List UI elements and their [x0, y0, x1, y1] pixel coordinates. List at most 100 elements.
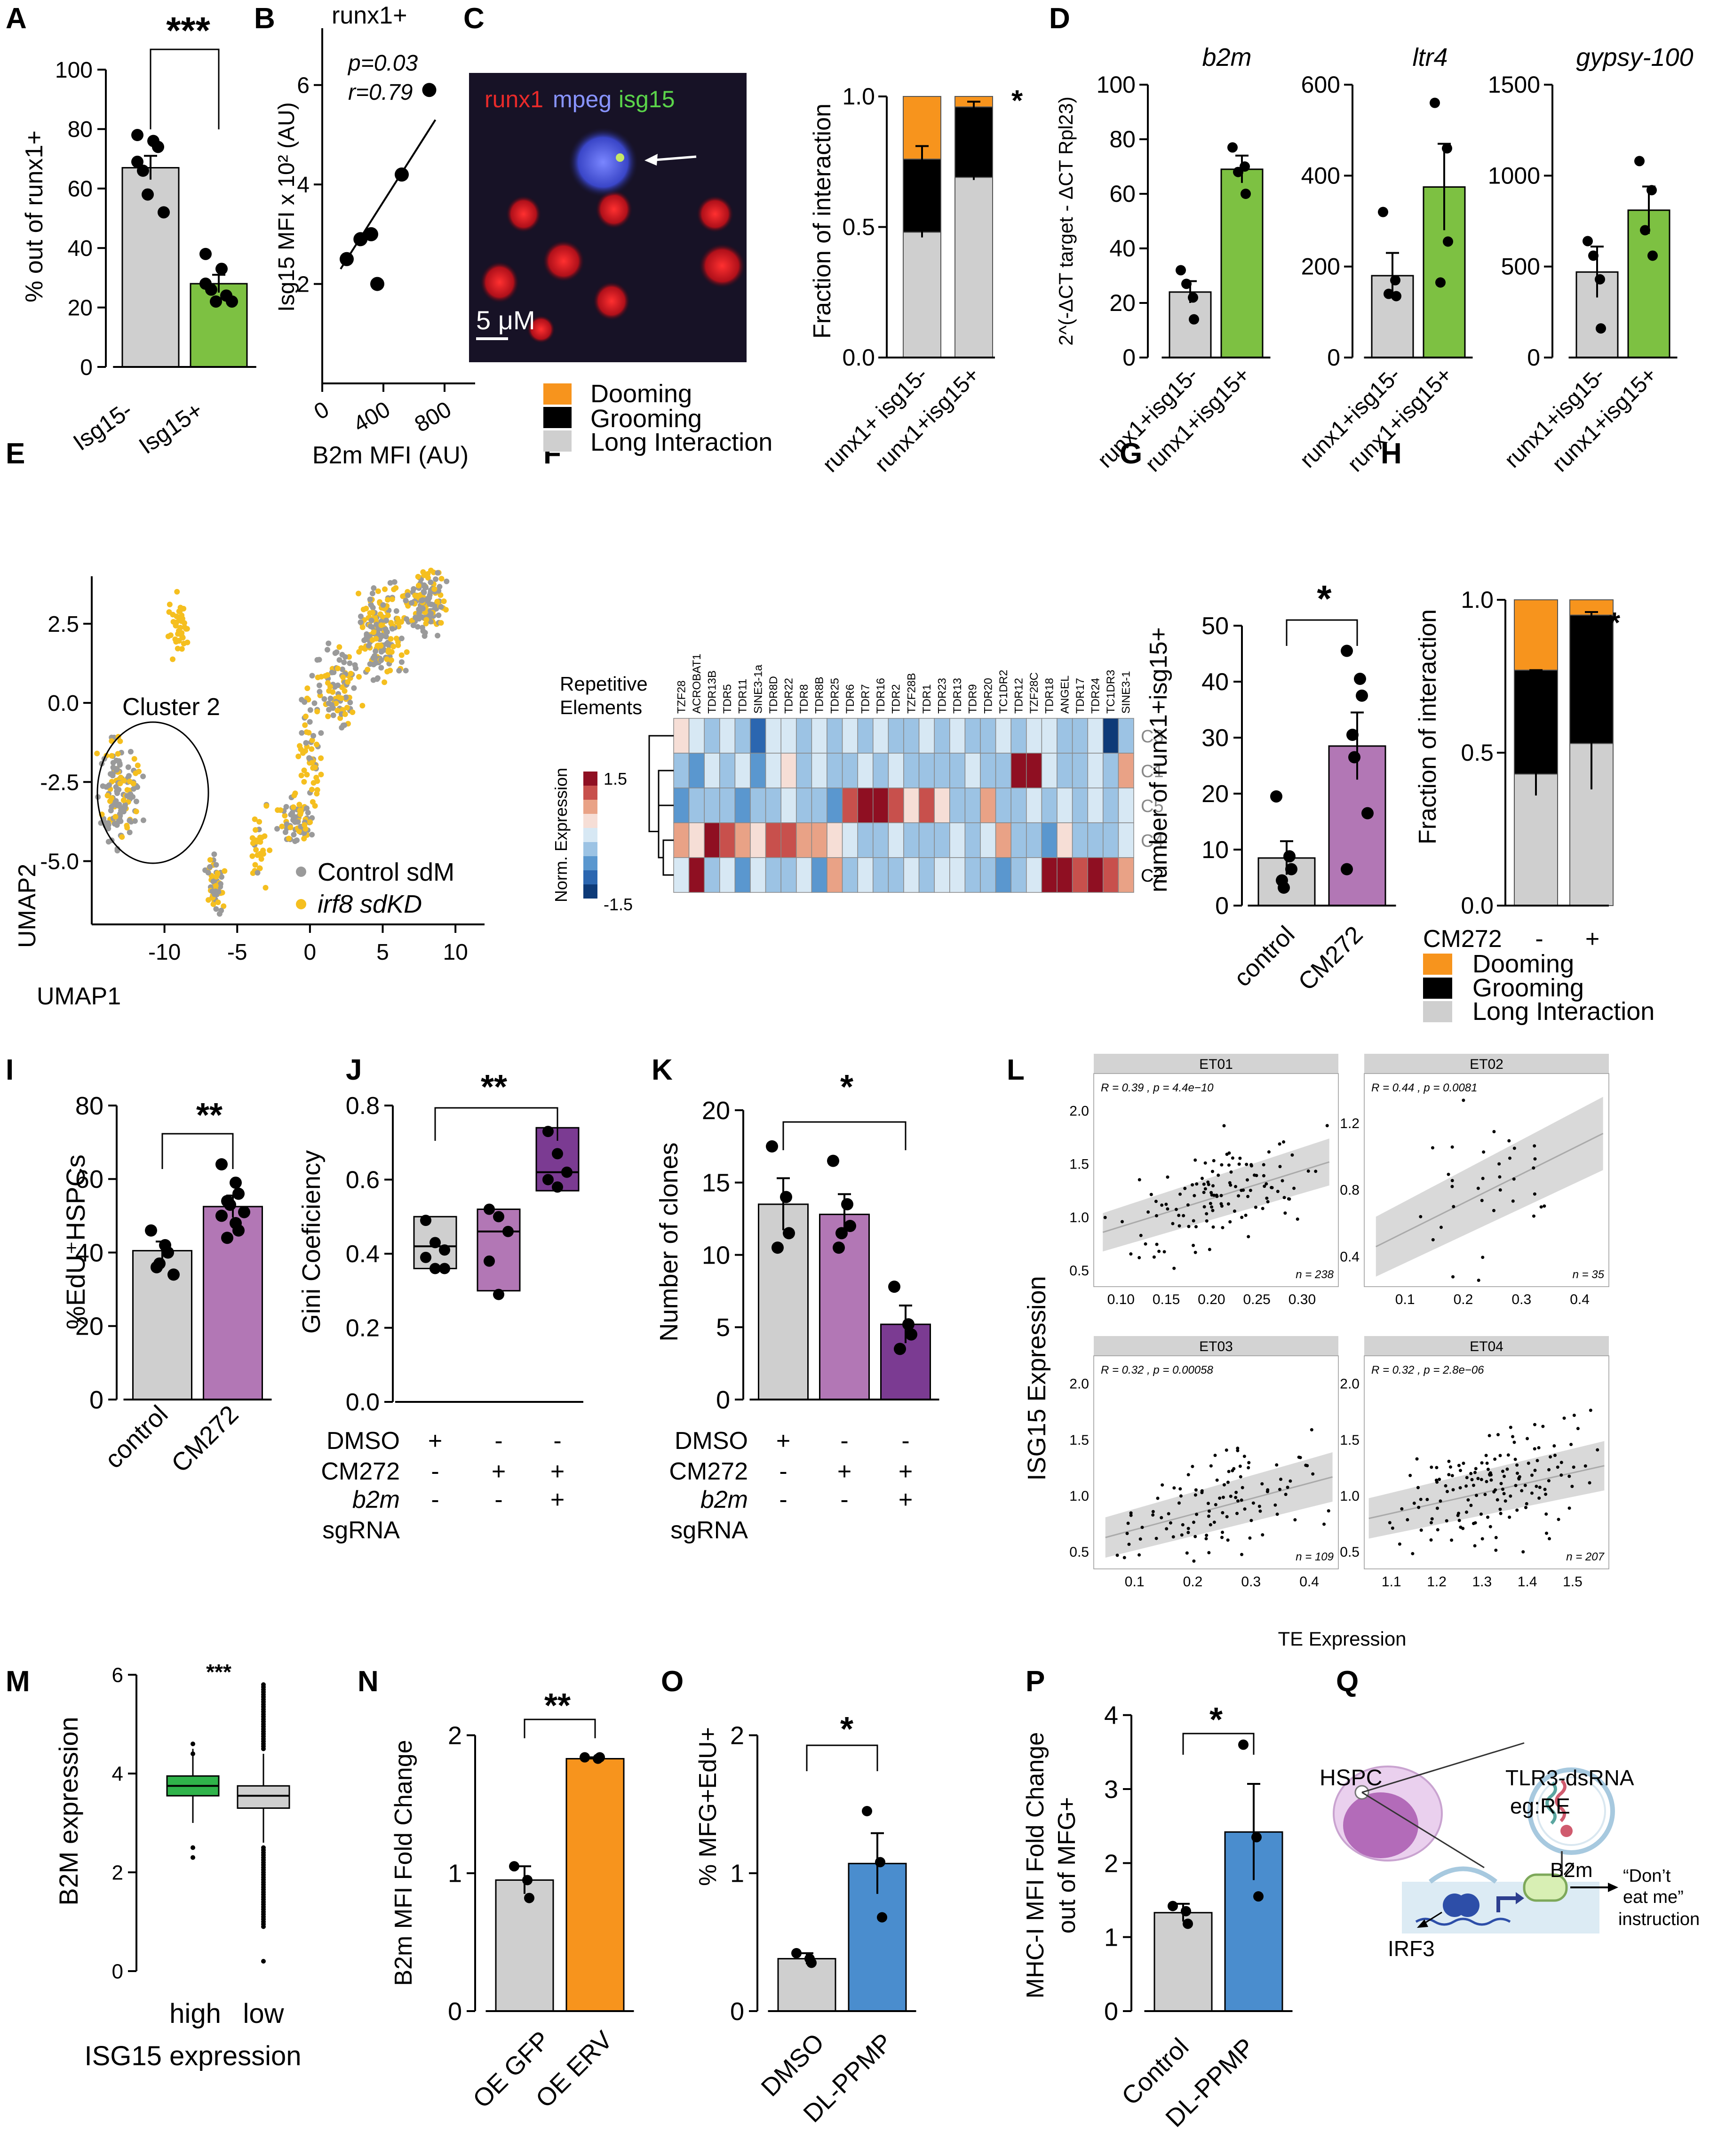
L-data-point [1265, 1490, 1269, 1494]
B-data-point [395, 167, 409, 182]
G-data-point [1361, 807, 1374, 819]
L-data-point [1471, 1483, 1475, 1487]
legend-E: Control sdM irf8 sdKD [296, 858, 454, 918]
K-data-point [844, 1220, 856, 1232]
E-umap-point [303, 740, 309, 746]
E-umap-point [117, 762, 123, 768]
axis-label-y-O: % MFG+EdU+ [694, 1727, 722, 1886]
significance-P: * [1209, 1701, 1223, 1739]
E-umap-point [358, 619, 364, 625]
L-x-tick-label: 0.10 [1107, 1292, 1135, 1307]
L-data-point [1483, 1493, 1487, 1496]
L-data-point [1220, 1535, 1224, 1539]
E-umap-point [108, 808, 114, 814]
significance-J: ** [481, 1068, 507, 1106]
L-data-point [1473, 1544, 1477, 1548]
E-umap-point [262, 833, 268, 839]
K-data-point [827, 1154, 839, 1167]
L-y-tick-label: 1.5 [1069, 1157, 1089, 1172]
J-data-point [439, 1244, 450, 1256]
L-data-point [1283, 1211, 1287, 1215]
I-data-point [230, 1177, 242, 1189]
L-data-point [1398, 1542, 1401, 1546]
K-data-point [833, 1241, 845, 1254]
L-data-point [1103, 1216, 1107, 1219]
E-umap-point [258, 856, 264, 862]
F-column-label: TZF28 [675, 680, 688, 714]
L-data-point [1222, 1483, 1226, 1487]
D-ltr4-data-point [1384, 288, 1394, 299]
F-column-label: TDR20 [982, 678, 994, 714]
F-heatmap-cell [673, 753, 690, 788]
legend-swatch-dooming [543, 383, 572, 405]
E-umap-point [267, 847, 273, 853]
significance-C: * [1011, 85, 1023, 117]
F-column-label: TDR8 [798, 684, 811, 714]
L-data-point [1137, 1553, 1141, 1557]
F-heatmap-cell [980, 788, 996, 823]
D-gypsy-y-tick-label: 1500 [1488, 72, 1540, 98]
F-heatmap-cell [765, 718, 781, 754]
E-umap-point [133, 770, 139, 776]
G-data-point [1285, 863, 1297, 875]
E-umap-point [301, 767, 307, 773]
F-heatmap-cell [964, 822, 981, 858]
category-label-G-1: control [1229, 921, 1300, 992]
L-data-point [1511, 1199, 1515, 1203]
L-facet-strip [1364, 1336, 1609, 1356]
L-data-point [1152, 1255, 1156, 1259]
J-y-tick-label: 0.4 [346, 1241, 380, 1268]
F-heatmap-cell [903, 822, 920, 858]
F-heatmap-cell [857, 753, 874, 788]
L-data-point [1290, 1153, 1294, 1157]
E-umap-point [116, 819, 122, 825]
E-umap-point [115, 751, 121, 757]
D-b2m-y-tick-label: 40 [1109, 235, 1136, 262]
L-data-point [1469, 1504, 1473, 1507]
J-condition-value: - [494, 1427, 502, 1455]
L-data-point [1446, 1489, 1449, 1493]
F-heatmap-cell [796, 857, 812, 893]
b2m-protein [1523, 1873, 1568, 1902]
G-data-point [1341, 863, 1353, 875]
label-hspc: HSPC [1320, 1766, 1382, 1790]
L-data-point [1129, 1252, 1133, 1256]
H-y-tick-label: 1.0 [1461, 587, 1494, 613]
L-data-point [1200, 1491, 1204, 1495]
L-data-point [1415, 1457, 1419, 1461]
F-heatmap-cell [964, 857, 981, 893]
F-heatmap-cell [980, 857, 996, 893]
F-heatmap-cell [980, 822, 996, 858]
M-outlier [191, 1845, 195, 1850]
F-heatmap-cell [1010, 718, 1027, 754]
E-umap-point [207, 857, 213, 863]
F-heatmap-cell [842, 822, 858, 858]
L-data-point [1462, 1098, 1465, 1102]
F-color-scale-segment [583, 884, 597, 899]
L-data-point [1215, 1193, 1218, 1197]
label-b2m: B2m [1550, 1859, 1592, 1882]
L-data-point [1548, 1537, 1551, 1541]
E-x-tick-label: -10 [148, 940, 181, 965]
L-data-point [1209, 1191, 1213, 1194]
legend-H: Dooming Grooming Long Interaction [1423, 950, 1654, 1026]
L-data-point [1172, 1486, 1176, 1490]
F-column-label: TC1DR2 [997, 670, 1010, 714]
axis-label-y-E: UMAP2 [14, 864, 41, 948]
L-data-point [1470, 1478, 1474, 1481]
L-data-point [1229, 1170, 1233, 1174]
plot-I: 0 20 40 60 80 [75, 1092, 272, 1414]
E-umap-point [318, 730, 324, 736]
J-condition-value: - [431, 1486, 439, 1513]
J-data-point [493, 1211, 504, 1223]
L-data-point [1465, 1476, 1469, 1480]
F-heatmap-cell [1057, 718, 1073, 754]
F-column-label: TDR6 [844, 684, 857, 714]
M-y-tick-label: 2 [112, 1861, 123, 1884]
F-heatmap-cell [857, 718, 874, 754]
L-data-point [1191, 1464, 1194, 1468]
F-heatmap-cell [750, 718, 766, 754]
F-dendrogram-branch [648, 735, 674, 832]
D-ltr4-y-tick-label: 400 [1301, 162, 1340, 189]
